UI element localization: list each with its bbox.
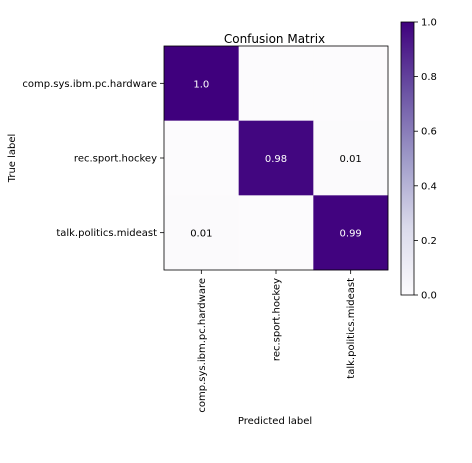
y-tick-label: comp.sys.ibm.pc.hardware (22, 79, 157, 90)
x-tick-label: talk.politics.mideast (346, 278, 357, 379)
cell-value-label: 1.0 (193, 79, 209, 90)
colorbar-tick-label: 1.0 (421, 18, 437, 29)
heatmap-cell (164, 195, 239, 271)
heatmap-cell (238, 120, 314, 196)
cell-value-label: 0.99 (340, 229, 362, 240)
colorbar-tick-label: 0.8 (421, 72, 437, 83)
heatmap-cell (238, 195, 314, 271)
colorbar-ticks: 0.0 0.2 0.4 0.6 0.8 1.0 (414, 18, 437, 302)
cell-value-label: 0.01 (190, 229, 212, 240)
colorbar-tick-label: 0.0 (421, 291, 437, 302)
cell-value-label: 0.01 (340, 154, 362, 165)
x-tick-label: comp.sys.ibm.pc.hardware (197, 278, 208, 413)
heatmap-cell (313, 120, 389, 196)
heatmap-cell-labels: 1.0 0.98 0.01 0.01 0.99 (190, 79, 362, 239)
x-tick-label: rec.sport.hockey (272, 278, 283, 361)
x-axis-label: Predicted label (238, 416, 312, 427)
colorbar-tick-label: 0.4 (421, 181, 437, 192)
chart-title: Confusion Matrix (224, 32, 325, 46)
x-axis-ticks: comp.sys.ibm.pc.hardware rec.sport.hockey… (197, 270, 357, 413)
colorbar-tick-label: 0.2 (421, 236, 437, 247)
heatmap-cell (164, 46, 239, 121)
y-axis-label: True label (7, 134, 18, 184)
heatmap-cell (238, 46, 314, 121)
heatmap-cells (164, 46, 389, 271)
y-tick-label: talk.politics.mideast (56, 228, 157, 239)
heatmap-cell (313, 195, 389, 271)
colorbar-tick-label: 0.6 (421, 127, 437, 138)
colorbar (400, 21, 415, 296)
heatmap-cell (313, 46, 389, 121)
heatmap-cell (164, 120, 239, 196)
y-tick-label: rec.sport.hockey (74, 154, 157, 165)
cell-value-label: 0.98 (265, 154, 287, 165)
y-axis-ticks: comp.sys.ibm.pc.hardware rec.sport.hockey… (22, 79, 164, 239)
